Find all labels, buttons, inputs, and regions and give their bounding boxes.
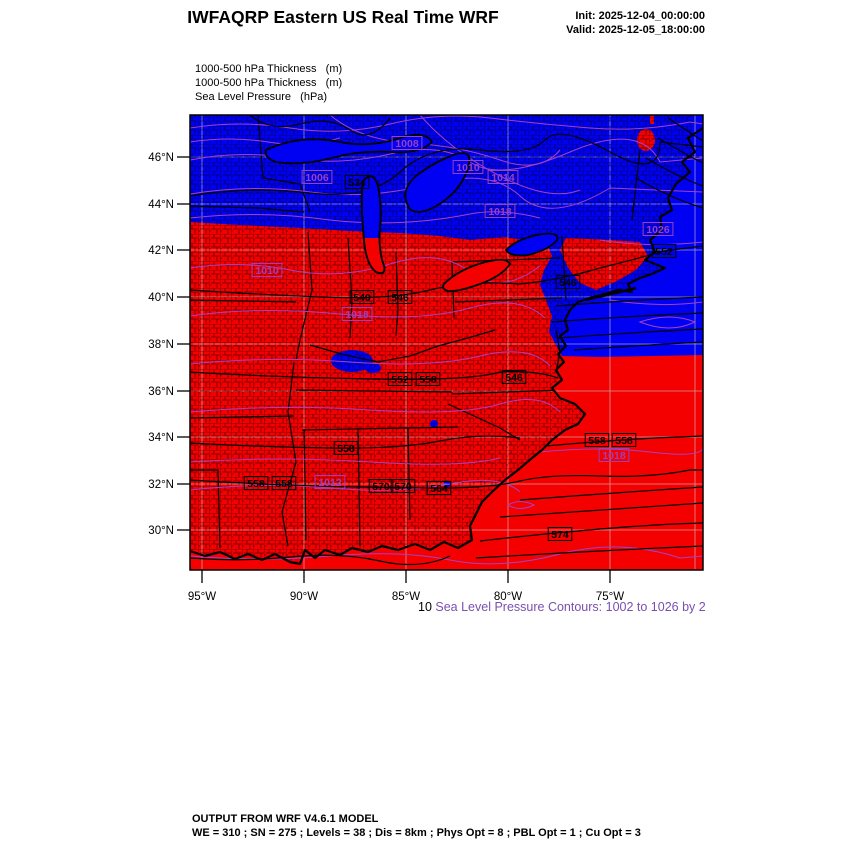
slp-contour-note: 10 Sea Level Pressure Contours: 1002 to … bbox=[418, 600, 706, 614]
thickness-contour-label: 558 bbox=[588, 435, 606, 447]
note-black-fragment: 10 bbox=[418, 600, 432, 614]
slp-contour-label-box bbox=[452, 160, 484, 174]
thickness-contour-label: 558 bbox=[247, 478, 265, 490]
slp-contour-label: 1018 bbox=[602, 450, 626, 462]
thickness-contour-label: 552 bbox=[655, 246, 673, 258]
map-panel: 46°N 44°N 42°N 40°N 38°N 36°N 34°N 32°N 30°N 95°W… bbox=[140, 100, 740, 612]
x-tick-label: 90°W bbox=[290, 591, 318, 603]
coastline bbox=[190, 127, 703, 566]
y-tick-label: 36°N bbox=[148, 386, 174, 398]
thickness-contour-label-box bbox=[555, 275, 581, 289]
page-title: IWFAQRP Eastern US Real Time WRF bbox=[187, 7, 499, 27]
thickness-contour-label-box bbox=[387, 372, 413, 386]
field-legend: 1000-500 hPa Thickness (m) 1000-500 hPa T… bbox=[195, 62, 342, 104]
thickness-contour-label-box bbox=[344, 175, 370, 189]
thickness-contour-label: 534 bbox=[348, 177, 366, 189]
thickness-contour-label: 552 bbox=[391, 374, 409, 386]
thickness-contour-label: 540 bbox=[353, 292, 371, 304]
thickness-contour-label-box bbox=[547, 527, 573, 541]
slp-contour-label-box bbox=[251, 263, 283, 277]
thickness-contour-label: 570 bbox=[394, 481, 412, 493]
legend-line-thickness-1: 1000-500 hPa Thickness (m) bbox=[195, 63, 343, 75]
thickness-contour-label-box bbox=[368, 479, 394, 493]
x-tick-label: 80°W bbox=[494, 591, 522, 603]
state-borders bbox=[190, 115, 641, 549]
run-times: Init: 2025-12-04_00:00:00 Valid: 2025-12-… bbox=[413, 9, 705, 37]
init-time: Init: 2025-12-04_00:00:00 bbox=[575, 10, 705, 22]
y-tick-label: 46°N bbox=[148, 152, 174, 164]
map-frame bbox=[189, 114, 704, 571]
slp-contour-label-box bbox=[598, 448, 630, 462]
model-info-line1: OUTPUT FROM WRF V4.6.1 MODEL bbox=[192, 813, 379, 825]
thickness-contour-label-box bbox=[390, 479, 416, 493]
lake-erie bbox=[442, 258, 512, 293]
thickness-contour-label-box bbox=[415, 372, 441, 386]
thickness-contour-label: 546 bbox=[505, 372, 523, 384]
map-body bbox=[190, 115, 703, 570]
thickness-contour-label-box bbox=[501, 370, 527, 384]
y-tick-label: 40°N bbox=[148, 292, 174, 304]
slp-contour-label-box bbox=[341, 307, 373, 321]
thickness-contour-label: 546 bbox=[559, 277, 577, 289]
axis-layer: 46°N 44°N 42°N 40°N 38°N 36°N 34°N 32°N 30°N 95°W… bbox=[148, 152, 624, 603]
thickness-contour-label: 558 bbox=[337, 443, 355, 455]
legend-line-slp: Sea Level Pressure (hPa) bbox=[195, 91, 328, 103]
thickness-contour-label: 570 bbox=[372, 481, 390, 493]
thickness-contour-label-box bbox=[333, 441, 359, 455]
slp-contour-label: 1018 bbox=[488, 206, 512, 218]
thickness-contour-label-box bbox=[651, 244, 677, 258]
thickness-contour-label: 558 bbox=[275, 478, 293, 490]
y-tick-label: 42°N bbox=[148, 245, 174, 257]
legend-line-thickness-2: 1000-500 hPa Thickness (m) bbox=[195, 77, 343, 89]
y-tick-label: 30°N bbox=[148, 525, 174, 537]
note-purple-text: Sea Level Pressure Contours: 1002 to 102… bbox=[435, 600, 706, 614]
slp-contour-label: 1006 bbox=[305, 172, 329, 184]
thickness-contour-label-box bbox=[349, 290, 375, 304]
thickness-contour-label: 546 bbox=[391, 292, 409, 304]
x-tick-label: 95°W bbox=[188, 591, 216, 603]
slp-contour-label: 1026 bbox=[646, 224, 670, 236]
thickness-contour-label-box bbox=[611, 433, 637, 447]
slp-contour-label: 1008 bbox=[395, 138, 419, 150]
thickness-contour-label-box bbox=[426, 481, 452, 495]
slp-contour-label-box bbox=[487, 170, 519, 184]
y-tick-label: 32°N bbox=[148, 479, 174, 491]
thickness-contour-label-box bbox=[243, 476, 269, 490]
thickness-contour-label-box bbox=[387, 290, 413, 304]
thickness-contour-label: 558 bbox=[615, 435, 633, 447]
contour-label-layer: 534 540 546 546 552 552 558 558 546 558 558 570 570 5… bbox=[243, 136, 677, 541]
slp-contour-label: 1010 bbox=[255, 265, 279, 277]
slp-contour-label: 1010 bbox=[456, 162, 480, 174]
slp-contour-label: 1014 bbox=[491, 172, 515, 184]
thickness-contour-label: 564 bbox=[430, 483, 448, 495]
y-tick-label: 44°N bbox=[148, 199, 174, 211]
slp-contour-label-box bbox=[642, 222, 674, 236]
wrf-map: 46°N 44°N 42°N 40°N 38°N 36°N 34°N 32°N 30°N 95°W… bbox=[148, 114, 704, 603]
lake-michigan-outline bbox=[360, 175, 386, 275]
slp-contour-label-box bbox=[314, 475, 346, 489]
x-tick-label: 75°W bbox=[596, 591, 624, 603]
lake-ontario bbox=[504, 232, 559, 257]
x-tick-label: 85°W bbox=[392, 591, 420, 603]
thickness-contour-label-box bbox=[584, 433, 610, 447]
slp-contour-label: 1018 bbox=[345, 309, 369, 321]
slp-contour-label-box bbox=[484, 204, 516, 218]
thickness-contour-label-box bbox=[271, 476, 297, 490]
y-tick-label: 38°N bbox=[148, 339, 174, 351]
slp-contour-label-box bbox=[391, 136, 423, 150]
thickness-contour-label: 574 bbox=[551, 529, 569, 541]
valid-time: Valid: 2025-12-05_18:00:00 bbox=[566, 24, 705, 36]
model-info-line2: WE = 310 ; SN = 275 ; Levels = 38 ; Dis … bbox=[192, 827, 641, 839]
thickness-contour-label: 558 bbox=[419, 374, 437, 386]
model-info: OUTPUT FROM WRF V4.6.1 MODEL WE = 310 ; S… bbox=[192, 812, 641, 840]
slp-contour-label: 1012 bbox=[318, 477, 342, 489]
y-tick-label: 34°N bbox=[148, 432, 174, 444]
slp-contour-label-box bbox=[301, 170, 333, 184]
